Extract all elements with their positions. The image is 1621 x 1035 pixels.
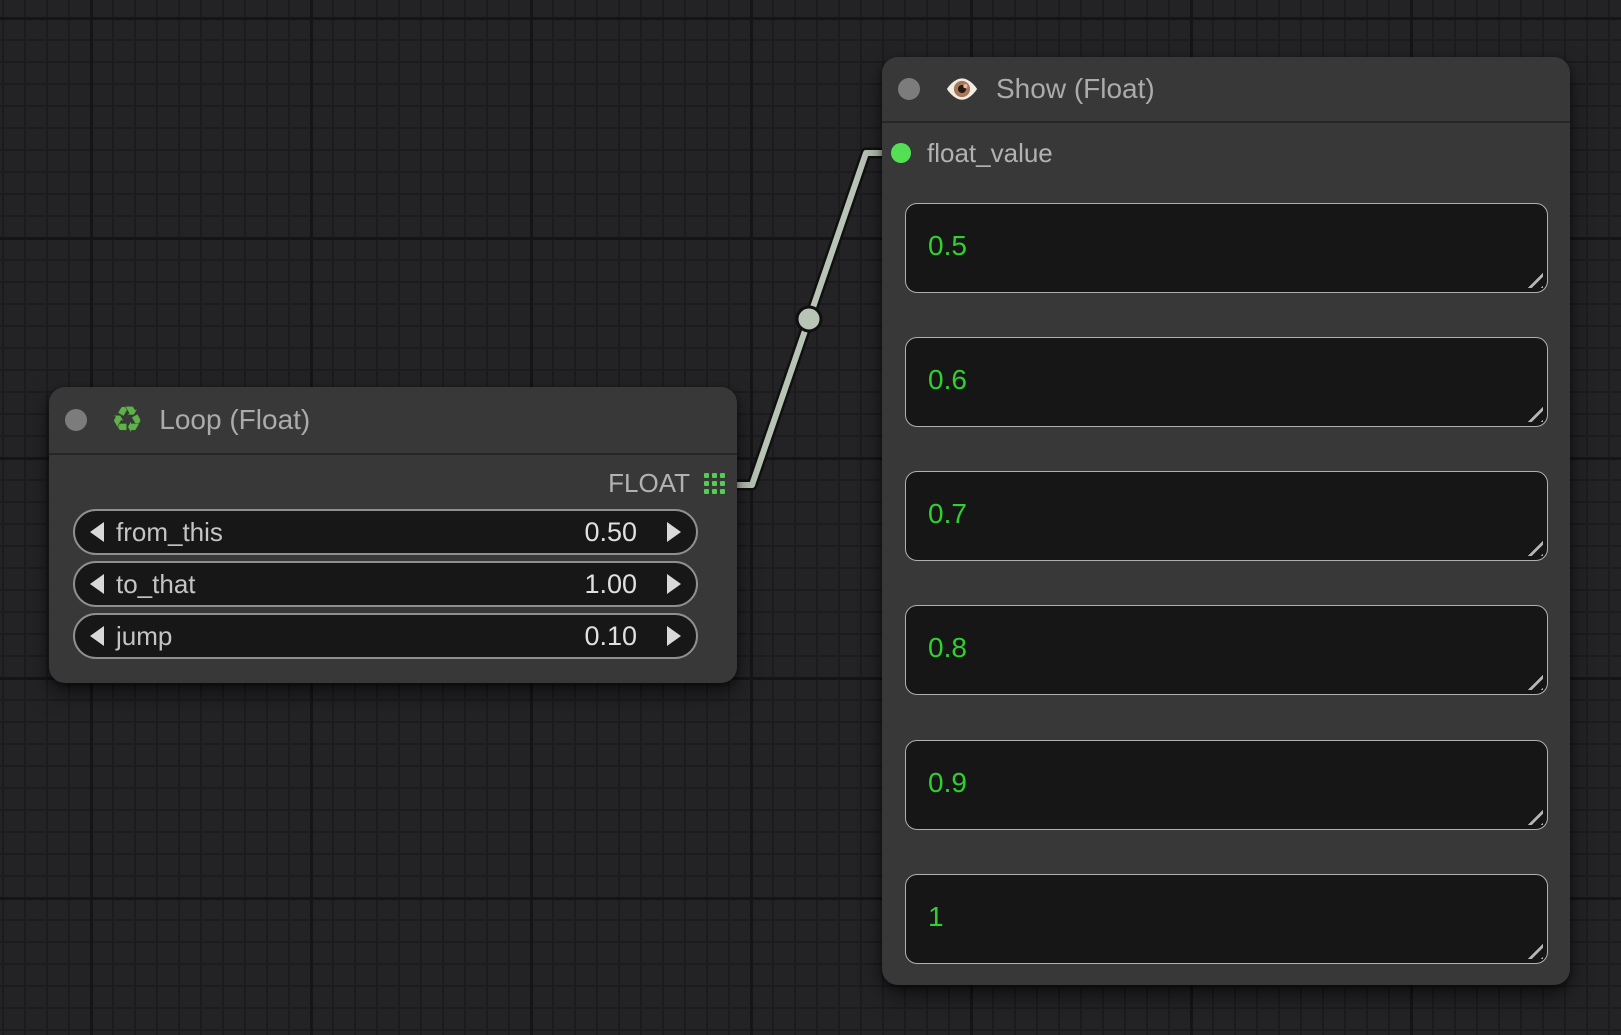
- input-slot-label: float_value: [927, 137, 1053, 168]
- resize-handle-icon[interactable]: [1527, 272, 1543, 288]
- show-node-header[interactable]: Show (Float): [882, 57, 1570, 123]
- widget-value[interactable]: 0.10: [584, 620, 637, 651]
- increment-arrow-icon[interactable]: [667, 626, 681, 646]
- widget-from-this[interactable]: from_this 0.50: [73, 509, 698, 555]
- loop-float-node[interactable]: ♻ Loop (Float) FLOAT from_this 0.50 to_t…: [49, 387, 737, 683]
- decrement-arrow-icon[interactable]: [90, 522, 104, 542]
- widget-label: to_that: [116, 568, 196, 599]
- output-slot-label: FLOAT: [608, 467, 690, 498]
- widget-to-that[interactable]: to_that 1.00: [73, 561, 698, 607]
- resize-handle-icon[interactable]: [1527, 674, 1543, 690]
- widget-value[interactable]: 1.00: [584, 568, 637, 599]
- grid-icon[interactable]: [704, 472, 725, 494]
- loop-node-header[interactable]: ♻ Loop (Float): [49, 387, 737, 455]
- resize-handle-icon[interactable]: [1527, 540, 1543, 556]
- widget-label: from_this: [116, 516, 223, 547]
- value-textarea[interactable]: 0.8: [905, 605, 1548, 695]
- show-float-node[interactable]: Show (Float) float_value 0.5 0.6 0.7 0.8…: [882, 57, 1570, 985]
- value-text: 0.6: [928, 364, 967, 395]
- widget-jump[interactable]: jump 0.10: [73, 613, 698, 659]
- increment-arrow-icon[interactable]: [667, 574, 681, 594]
- input-slot-float-value[interactable]: float_value: [882, 135, 1053, 171]
- value-text: 1: [928, 901, 944, 932]
- value-text: 0.9: [928, 767, 967, 798]
- resize-handle-icon[interactable]: [1527, 809, 1543, 825]
- widget-label: jump: [116, 620, 173, 651]
- recycle-icon: ♻: [111, 399, 144, 440]
- value-text: 0.7: [928, 498, 967, 529]
- collapse-dot[interactable]: [898, 78, 920, 100]
- decrement-arrow-icon[interactable]: [90, 626, 104, 646]
- collapse-dot[interactable]: [65, 409, 87, 431]
- widget-value[interactable]: 0.50: [584, 516, 637, 547]
- value-textarea[interactable]: 0.9: [905, 740, 1548, 830]
- input-slot-dot[interactable]: [891, 143, 911, 163]
- increment-arrow-icon[interactable]: [667, 522, 681, 542]
- link-wire: [734, 150, 887, 488]
- value-textarea[interactable]: 0.5: [905, 203, 1548, 293]
- value-text: 0.8: [928, 632, 967, 663]
- output-slot-float[interactable]: FLOAT: [608, 463, 725, 503]
- decrement-arrow-icon[interactable]: [90, 574, 104, 594]
- value-text: 0.5: [928, 230, 967, 261]
- resize-handle-icon[interactable]: [1527, 943, 1543, 959]
- link-outline: [731, 147, 890, 491]
- node-title: Show (Float): [996, 73, 1155, 104]
- value-textarea[interactable]: 0.6: [905, 337, 1548, 427]
- resize-handle-icon[interactable]: [1527, 406, 1543, 422]
- eye-icon: [944, 75, 980, 103]
- value-textarea[interactable]: 1: [905, 874, 1548, 964]
- node-title: Loop (Float): [159, 404, 311, 435]
- link-midpoint-dot[interactable]: [795, 305, 823, 333]
- value-textarea[interactable]: 0.7: [905, 471, 1548, 561]
